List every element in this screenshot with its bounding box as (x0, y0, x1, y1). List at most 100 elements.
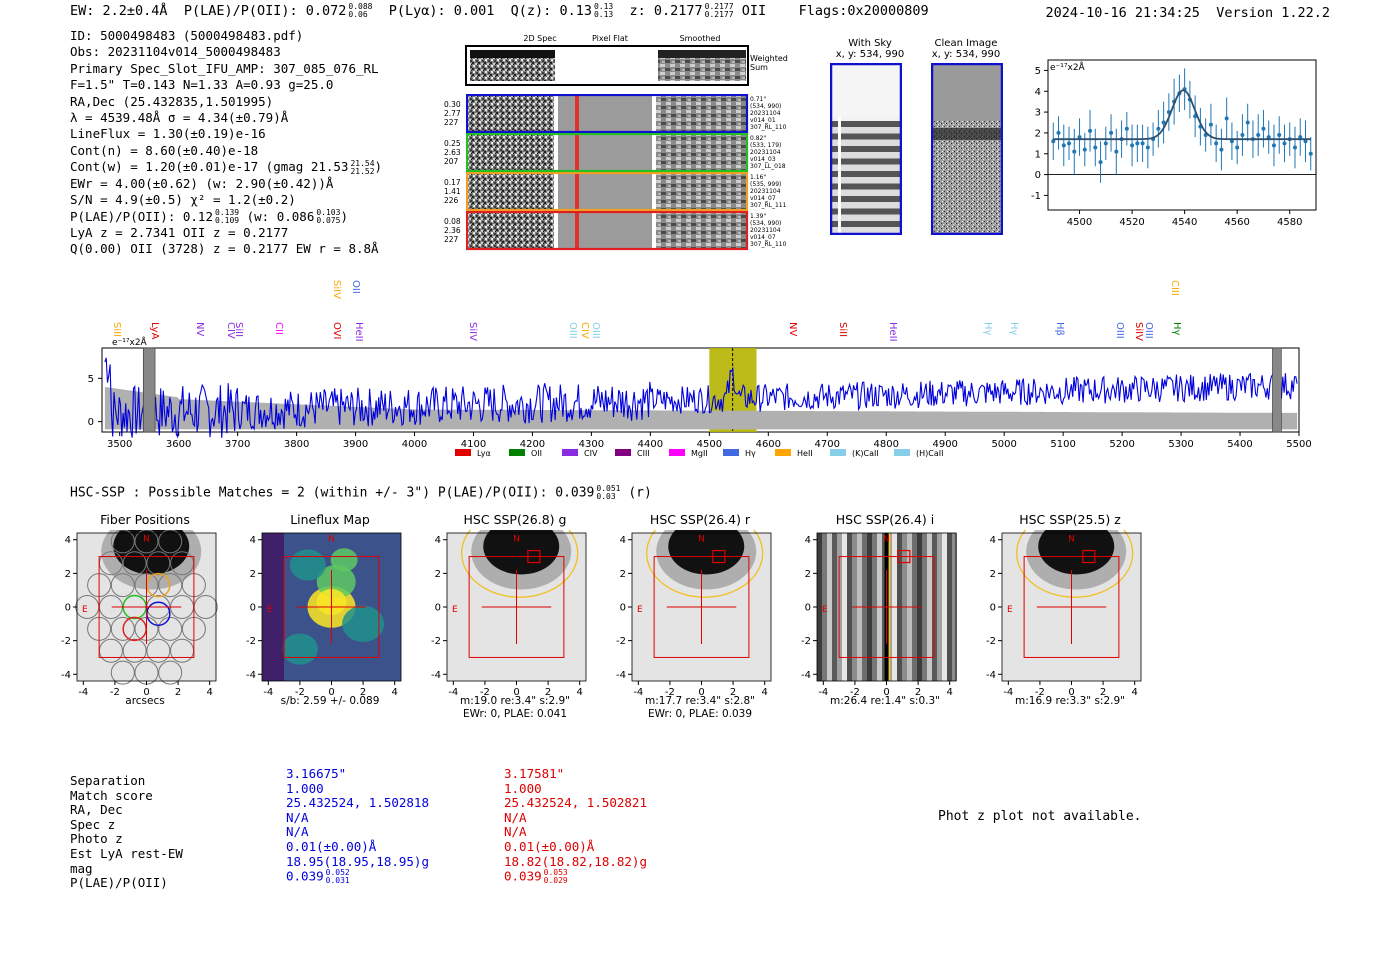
zoom-point (1292, 145, 1297, 150)
zoom-ytick-label: -1 (1031, 191, 1041, 202)
full-xtick-label: 3900 (343, 439, 368, 450)
zoom-point (1277, 133, 1282, 137)
hsc-xtick-label: -4 (448, 687, 458, 698)
hsc-xtick-label: -4 (1003, 687, 1013, 698)
east-label: E (267, 605, 273, 615)
spec2d-image (465, 45, 749, 86)
info-line: LineFlux = 1.30(±0.19)e-16 (70, 126, 266, 142)
spec2d-row-meta: v014_07 (750, 195, 776, 202)
hsc-xtick-label: -2 (665, 687, 675, 698)
zoom-fit-line (1053, 89, 1311, 141)
emission-marker (575, 212, 579, 249)
hsc-xtick-label: 0 (698, 687, 704, 698)
match-1-value: 25.432524, 1.502818 (286, 795, 429, 811)
full-xtick-label: 3800 (284, 439, 309, 450)
smoothed-cutout (656, 95, 746, 132)
fiber-circle (158, 660, 183, 685)
match-2-value: 25.432524, 1.502821 (504, 795, 647, 811)
spec2d-gap (652, 212, 656, 249)
match-2-value: 1.000 (504, 780, 542, 796)
zoom-point (1145, 145, 1150, 150)
zoom-point (1098, 160, 1103, 165)
full-xtick-label: 4100 (461, 439, 486, 450)
spec2d-row-right: 1.39" (534, 990) 20231104 v014_07 307_RL_110 (750, 213, 786, 248)
fiber-circle (134, 530, 159, 554)
line-label: NV (787, 322, 798, 336)
legend-swatch (723, 449, 739, 456)
match-marker (897, 549, 911, 564)
hsc-ytick-label: -4 (431, 670, 441, 681)
line-label: OVI (331, 322, 342, 340)
spec2d-row-meta: 20231104 (750, 149, 781, 156)
match-1-value: N/A (286, 824, 309, 840)
hsc-xtick-label: -4 (633, 687, 643, 698)
spec2d-row-meta: 0.71" (750, 96, 767, 103)
match-label: P(LAE)/P(OII) (70, 875, 168, 891)
header-flags: Flags:0x20000809 (798, 3, 929, 19)
header-z-sup: 0.2177 (704, 2, 734, 11)
hsc-panel-caption: arcsecs (125, 695, 165, 707)
with-sky-title: With Sky x, y: 534, 990 (835, 38, 905, 60)
line-label: OIII (1143, 322, 1154, 339)
fiber-circle (110, 660, 135, 685)
hsc-ytick-label: -4 (246, 670, 256, 681)
zoom-ytick-label: 0 (1035, 170, 1041, 181)
zoom-ytick-label: 3 (1035, 108, 1041, 119)
hsc-title: HSC-SSP : Possible Matches = 2 (within +… (70, 484, 652, 501)
match-1-value: N/A (286, 809, 309, 825)
legend-label: (K)CaII (852, 449, 879, 458)
full-xtick-label: 4700 (815, 439, 840, 450)
hsc-ytick-label: -4 (61, 670, 71, 681)
hsc-xtick-label: -2 (295, 687, 305, 698)
fiber-circle (146, 638, 171, 663)
zoom-point (1061, 143, 1066, 148)
i-band-stripe (832, 533, 837, 681)
i-band-stripe (822, 533, 827, 681)
north-label: N (328, 534, 335, 544)
clean-image (931, 63, 1003, 235)
hsc-xtick-label: 2 (730, 687, 736, 698)
line-label: Hγ (1008, 322, 1019, 336)
spec2d-row-meta: (533, 179) (750, 142, 782, 149)
full-xtick-label: 5200 (1109, 439, 1134, 450)
full-xtick-label: 4900 (932, 439, 957, 450)
header-qz-sup: 0.13 (593, 2, 614, 11)
zoom-point (1256, 133, 1261, 137)
east-label: E (82, 605, 88, 615)
aperture-box (98, 556, 195, 658)
lineflux-blob (289, 549, 326, 581)
sky-band-dark (832, 171, 900, 177)
zoom-point (1082, 147, 1087, 152)
hsc-xtick-label: 4 (1131, 687, 1137, 698)
legend-label: Lyα (477, 449, 491, 458)
spec2d-row-meta: 1.39" (750, 213, 767, 220)
spec2d-row-stat: 226 (444, 196, 459, 205)
info-ewr: EWr = 4.00(±0.62) (w: 2.90(±0.42))Å (70, 175, 334, 191)
spec2d-row-meta: 1.16" (750, 174, 767, 181)
zoom-point (1214, 141, 1219, 146)
zoom-xtick-label: 4560 (1224, 217, 1249, 228)
info-plae: P(LAE)/P(OII): 0.12 0.139 0.109 (w: 0.086 0… (70, 208, 348, 226)
header-timestamp: 2024-10-16 21:34:25 (1045, 5, 1200, 21)
info-lya: LyA z = 2.7341 OII z = 0.2177 (70, 225, 289, 241)
match-1-value: 0.01(±0.00)Å (286, 838, 377, 854)
match-1-plae: 0.039 0.052 0.031 (286, 868, 350, 886)
zoom-point (1219, 147, 1224, 152)
header-right: 2024-10-16 21:34:25 Version 1.22.2 (1046, 5, 1331, 21)
info-contw: Cont(w) = 1.20(±0.01)e-17 (gmag 21.53 21.… (70, 158, 383, 176)
photz-note: Phot z plot not available. (938, 809, 1142, 824)
emission-marker (575, 173, 579, 210)
zoom-point (1114, 149, 1119, 154)
info-line: Primary Spec_Slot_IFU_AMP: 307_085_076_R… (70, 60, 379, 76)
zoom-point (1067, 141, 1072, 146)
hsc-xtick-label: 0 (513, 687, 519, 698)
line-label: SiIV (467, 322, 478, 341)
fiber-circle (110, 530, 135, 554)
match-1-value: 1.000 (286, 780, 324, 796)
spec2d-row-meta: 20231104 (750, 227, 781, 234)
hsc-panel: N E -4 -2 0 2 4 4 2 0 -2 -4 (431, 530, 587, 698)
aperture-box (283, 556, 380, 658)
spec2d-row-meta: (534, 990) (750, 103, 782, 110)
east-label: E (452, 605, 458, 615)
match-1-value: 18.95(18.95,18.95)g (286, 853, 429, 869)
